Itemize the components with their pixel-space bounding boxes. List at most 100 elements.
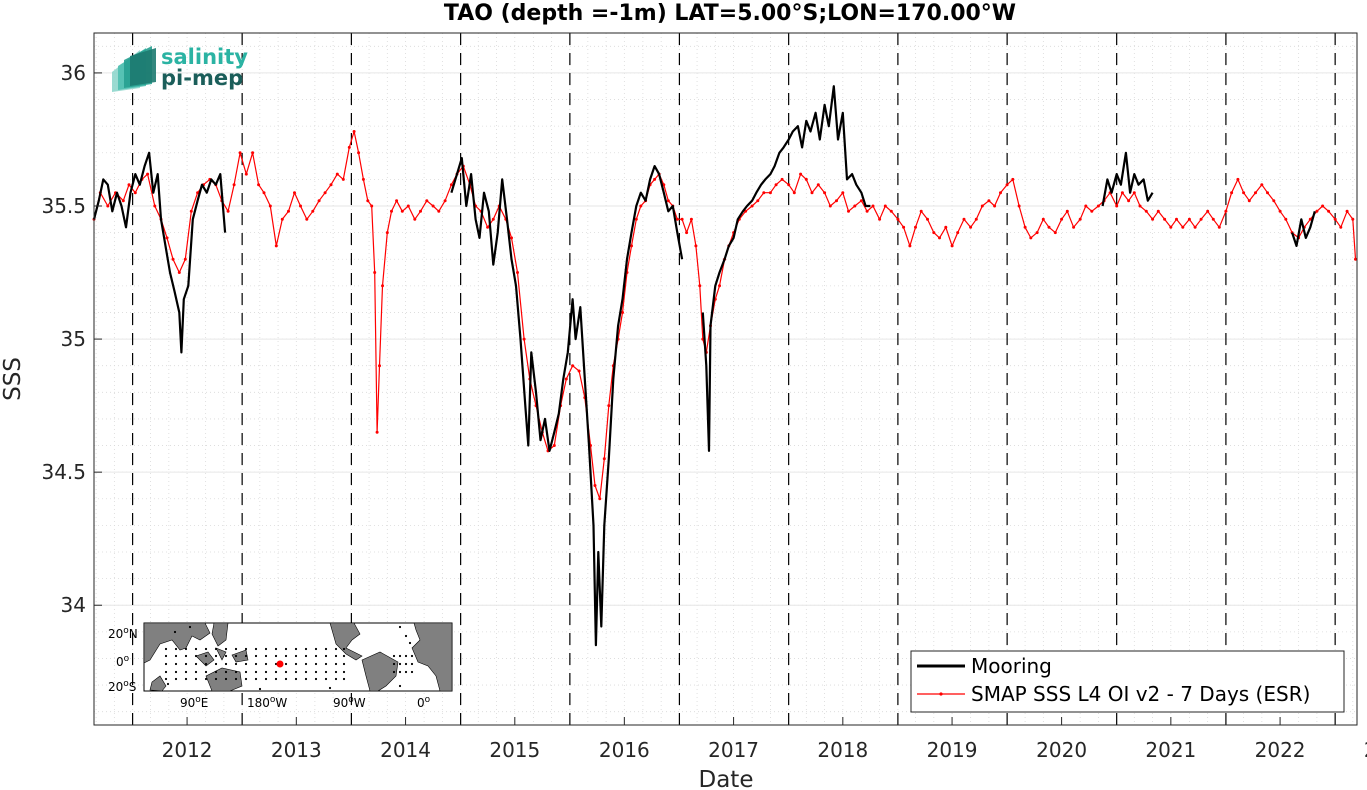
legend-item-mooring: Mooring: [917, 654, 1052, 678]
data-point-smap: [694, 244, 698, 248]
inset-station-dot: [294, 654, 298, 658]
chart-title: TAO (depth =-1m) LAT=5.00°S;LON=170.00°W: [444, 1, 1016, 26]
data-point-smap: [799, 172, 803, 176]
data-point-smap: [1169, 225, 1173, 229]
inset-station-dot: [184, 670, 188, 674]
data-point-smap: [653, 177, 657, 181]
data-point-smap: [1236, 177, 1240, 181]
x-tick-label: 2020: [1036, 738, 1087, 762]
data-point-smap: [370, 204, 374, 208]
inset-station-dot: [392, 662, 396, 666]
data-point-smap: [999, 191, 1002, 195]
data-point-smap: [1260, 183, 1264, 187]
data-point-smap: [262, 191, 266, 195]
data-point-smap: [1127, 199, 1131, 203]
data-point-smap: [598, 497, 602, 501]
inset-station-dot: [184, 662, 188, 666]
inset-station-dot: [264, 670, 268, 674]
inset-station-dot: [324, 662, 328, 666]
inset-station-dot: [334, 677, 338, 681]
data-point-smap: [962, 217, 966, 221]
data-point-smap: [938, 236, 941, 240]
inset-station-dot: [244, 662, 248, 666]
data-point-smap: [1090, 209, 1094, 213]
inset-station-dot: [334, 662, 338, 666]
inset-station-dot: [314, 654, 318, 658]
inset-station-dot: [342, 662, 346, 666]
inset-station-dot: [404, 634, 408, 638]
inset-station-dot: [342, 654, 346, 658]
data-point-smap: [950, 244, 954, 248]
data-point-smap: [630, 244, 633, 248]
data-point-smap: [1339, 225, 1343, 229]
data-point-smap: [1230, 191, 1234, 195]
data-point-smap: [621, 311, 624, 314]
data-point-smap: [847, 209, 850, 213]
data-point-smap: [251, 151, 255, 155]
data-point-smap: [944, 225, 948, 229]
data-point-smap: [491, 217, 495, 221]
inset-station-dot: [184, 647, 188, 651]
x-tick-label: 2018: [817, 738, 868, 762]
data-point-smap: [1284, 217, 1288, 221]
data-point-smap: [1247, 199, 1251, 203]
inset-station-dot: [410, 670, 414, 674]
data-point-smap: [1278, 209, 1282, 213]
data-point-smap: [780, 177, 784, 181]
x-tick-label: 2021: [1145, 738, 1196, 762]
data-point-smap: [841, 191, 845, 195]
data-point-smap: [425, 199, 429, 203]
data-point-smap: [287, 209, 290, 213]
inset-station-dot: [164, 677, 168, 681]
inset-station-dot: [304, 647, 308, 651]
data-point-smap: [639, 204, 643, 208]
x-tick-label: 2014: [380, 738, 431, 762]
x-tick-label: 2012: [162, 738, 213, 762]
inset-station-dot: [224, 654, 228, 658]
inset-station-dot: [258, 687, 262, 691]
selected-station-marker: [276, 660, 284, 668]
data-point-smap: [431, 204, 435, 208]
data-point-smap: [926, 217, 929, 221]
data-point-smap: [1175, 217, 1178, 221]
inset-station-dot: [214, 654, 218, 658]
data-point-smap: [347, 145, 351, 149]
inset-station-dot: [304, 654, 308, 658]
inset-station-dot: [294, 662, 298, 666]
inset-station-dot: [224, 677, 228, 681]
data-point-smap: [1065, 209, 1069, 213]
data-point-smap: [1242, 191, 1246, 195]
inset-station-dot: [398, 670, 402, 674]
data-point-smap: [1138, 204, 1142, 208]
x-tick-label: 2016: [599, 738, 650, 762]
data-point-smap: [1211, 217, 1215, 221]
data-point-smap: [1005, 183, 1009, 187]
data-point-smap: [1187, 217, 1191, 221]
inset-station-dot: [264, 647, 268, 651]
data-point-smap: [1041, 217, 1045, 221]
data-point-smap: [853, 204, 857, 208]
inset-station-dot: [314, 670, 318, 674]
data-point-smap: [1254, 191, 1257, 195]
data-point-smap: [238, 151, 242, 155]
inset-station-dot: [194, 654, 198, 658]
y-tick-label: 34: [61, 593, 86, 617]
inset-station-dot: [204, 654, 208, 658]
data-point-smap: [1072, 225, 1076, 229]
inset-station-dot: [324, 677, 328, 681]
inset-station-dot: [284, 647, 288, 651]
inset-station-dot: [174, 662, 178, 666]
data-point-smap: [607, 404, 611, 408]
data-point-smap: [317, 199, 321, 203]
series-line-mooring: [92, 85, 1316, 647]
data-point-smap: [366, 199, 370, 203]
inset-station-dot: [294, 670, 298, 674]
inset-station-dot: [304, 670, 308, 674]
data-point-smap: [1060, 217, 1064, 221]
data-point-smap: [810, 191, 814, 195]
data-point-smap: [902, 225, 906, 229]
major-grid: [94, 72, 1357, 606]
data-point-smap: [1333, 217, 1337, 221]
inset-station-dot: [194, 670, 198, 674]
